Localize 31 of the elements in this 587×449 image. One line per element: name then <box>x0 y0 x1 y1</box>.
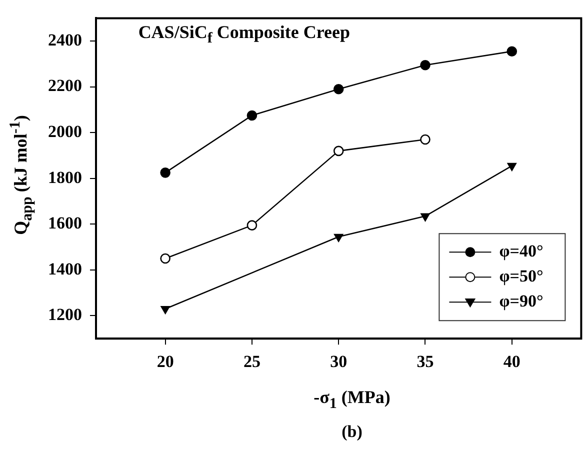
y-tick-label: 1600 <box>48 214 82 233</box>
x-tick-label: 20 <box>156 352 174 372</box>
y-tick-label: 1400 <box>48 259 82 278</box>
point <box>246 220 258 230</box>
legend-label: φ=50° <box>499 266 544 286</box>
legend-label: φ=90° <box>499 291 544 310</box>
y-tick-label: 2400 <box>48 30 82 50</box>
x-tick-label: 40 <box>503 352 520 372</box>
y-tick-label: 1800 <box>48 168 82 187</box>
point <box>507 162 516 171</box>
chart-title: CAS/SiC$_{f}$ Composite Creep <box>138 22 350 47</box>
y-tick-label: 1200 <box>48 305 82 324</box>
point <box>333 146 344 156</box>
point <box>246 110 258 121</box>
point <box>420 60 430 70</box>
x-tick-label: 30 <box>330 352 348 372</box>
point <box>506 46 518 57</box>
point <box>333 84 344 94</box>
point <box>420 213 430 222</box>
x-tick-label: 25 <box>243 352 260 372</box>
point <box>334 234 344 242</box>
point <box>160 253 170 264</box>
point <box>160 168 170 178</box>
point <box>160 306 170 314</box>
y-tick-label: 2200 <box>48 76 82 96</box>
legend-label: φ=40° <box>499 241 544 260</box>
x-axis-title: -σ$_{1}$ (MPa) <box>314 387 390 413</box>
x-tick-label: 35 <box>416 352 434 372</box>
point <box>420 134 430 145</box>
text: (b) <box>342 422 362 442</box>
y-tick-label: 2000 <box>48 122 82 142</box>
